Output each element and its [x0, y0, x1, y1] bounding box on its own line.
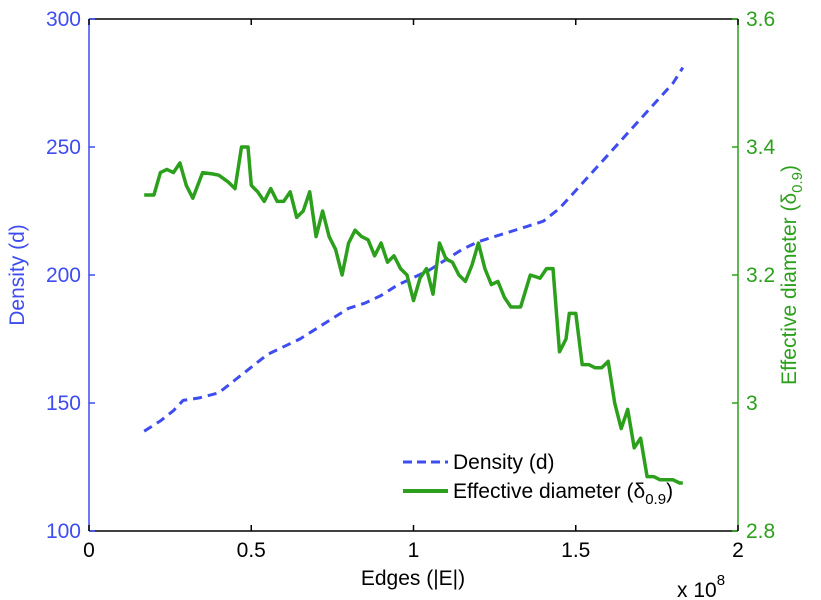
left-tick-label: 250 [46, 136, 81, 159]
right-tick-label: 3.2 [746, 264, 775, 287]
left-tick-label: 100 [46, 520, 81, 543]
x-tick-label: 1.5 [561, 539, 590, 562]
left-tick-label: 200 [46, 264, 81, 287]
left-axis-ticks: 100 150 200 250 300 [46, 8, 95, 543]
right-axis-ticks: 2.8 3 3.2 3.4 3.6 [732, 8, 776, 543]
right-tick-label: 2.8 [746, 520, 775, 543]
x-axis-multiplier: x 108 [677, 572, 725, 600]
right-axis-title-subscript: 0.9 [789, 172, 806, 193]
x-axis-multiplier-exponent: 8 [717, 572, 725, 589]
right-tick-label: 3.6 [746, 8, 775, 31]
x-axis-multiplier-base: x 10 [677, 579, 717, 600]
x-tick-label: 2 [732, 539, 744, 562]
right-axis-title: Effective diameter (δ0.9) [778, 165, 806, 385]
x-tick-label: 0.5 [237, 539, 266, 562]
left-tick-label: 150 [46, 392, 81, 415]
right-axis-title-prefix: Effective diameter (δ [778, 193, 801, 385]
series-layer [143, 66, 685, 485]
legend-label-diameter-prefix: Effective diameter (δ [453, 480, 645, 503]
right-tick-label: 3.4 [746, 136, 776, 159]
x-tick-label: 0 [83, 539, 95, 562]
right-axis-title-suffix: ) [778, 165, 801, 172]
right-tick-label: 3 [746, 392, 758, 415]
legend-label-diameter-subscript: 0.9 [645, 491, 666, 508]
x-axis-title: Edges (|E|) [361, 567, 465, 590]
left-axis-title: Density (d) [6, 224, 29, 326]
legend-label-diameter: Effective diameter (δ0.9) [453, 480, 673, 508]
legend: Density (d) Effective diameter (δ0.9) [403, 451, 673, 508]
plot-frame [88, 18, 739, 532]
legend-label-density: Density (d) [453, 451, 555, 474]
left-tick-label: 300 [46, 8, 81, 31]
x-tick-label: 1 [408, 539, 420, 562]
density-series-line [143, 66, 685, 433]
legend-label-diameter-suffix: ) [666, 480, 673, 503]
x-axis-ticks: 0 0.5 1 1.5 2 [83, 19, 744, 562]
diameter-series-line [144, 145, 683, 485]
